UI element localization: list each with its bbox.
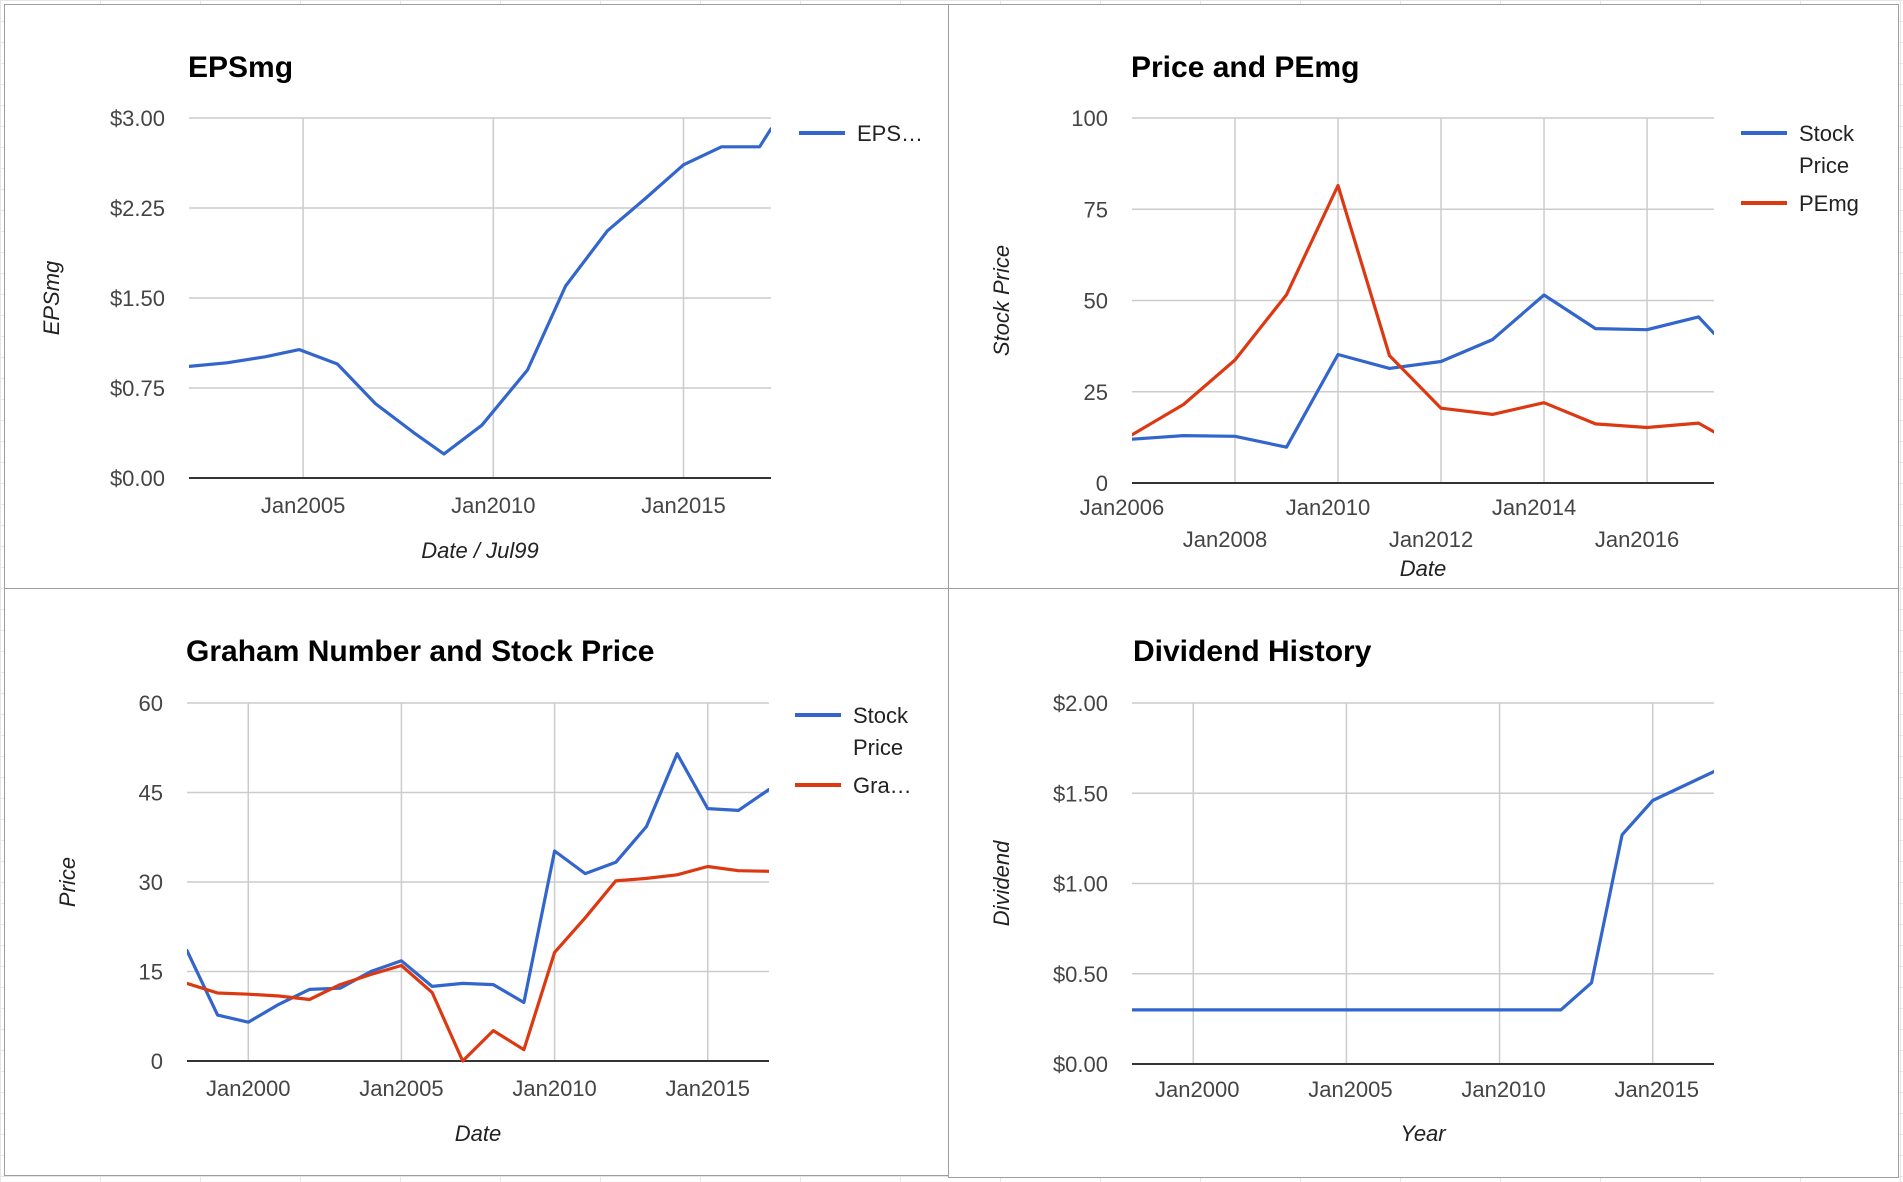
chart-title: Dividend History [1133, 635, 1372, 668]
x-tick-label: Jan2010 [512, 1076, 596, 1101]
x-tick-label: Jan2015 [641, 493, 725, 518]
y-axis-title: Dividend [989, 840, 1014, 926]
y-tick-label: 15 [139, 960, 163, 985]
x-axis-title: Date / Jul99 [421, 538, 538, 563]
series-line-gra [187, 864, 769, 1063]
series-line-stock-price [187, 752, 769, 1024]
x-tick-label: Jan2000 [206, 1076, 290, 1101]
y-tick-label: $0.00 [110, 466, 165, 491]
y-tick-label: $1.50 [1053, 781, 1108, 806]
x-tick-label: Jan2000 [1155, 1077, 1239, 1102]
x-tick-label: Jan2014 [1492, 495, 1576, 520]
x-axis-title: Date [1400, 556, 1446, 581]
y-tick-label: 30 [139, 870, 163, 895]
x-tick-label: Jan2010 [1461, 1077, 1545, 1102]
y-tick-label: 75 [1084, 197, 1108, 222]
legend-label: PEmg [1799, 191, 1859, 216]
y-tick-label: 50 [1084, 289, 1108, 314]
x-tick-label: Jan2005 [261, 493, 345, 518]
series-line-pemg [1132, 183, 1714, 437]
legend-label: Price [853, 735, 903, 760]
legend-label: Price [1799, 153, 1849, 178]
x-tick-label: Jan2012 [1389, 527, 1473, 552]
eps-chart: EPSmg $0.00 $0.75 $1.50 $2.25 $3.00 Jan2005 Jan… [39, 51, 923, 563]
y-tick-label: 45 [139, 781, 163, 806]
series-line-dividend [1132, 770, 1714, 1012]
y-tick-label: $2.00 [1053, 691, 1108, 716]
x-tick-label: Jan2005 [359, 1076, 443, 1101]
x-tick-label: Jan2010 [451, 493, 535, 518]
chart-title: Graham Number and Stock Price [186, 635, 655, 668]
x-tick-label: Jan2015 [1615, 1077, 1699, 1102]
y-tick-label: $2.25 [110, 196, 165, 221]
y-tick-label: 60 [139, 691, 163, 716]
y-tick-label: $0.00 [1053, 1052, 1108, 1077]
y-tick-label: 100 [1071, 106, 1108, 131]
y-axis-title: Stock Price [989, 245, 1014, 356]
legend-label: EPS… [857, 121, 923, 146]
y-tick-label: 0 [1096, 471, 1108, 496]
y-axis-title: EPSmg [39, 260, 64, 335]
x-tick-label: Jan2016 [1595, 527, 1679, 552]
y-tick-label: $0.50 [1053, 962, 1108, 987]
price-pe-chart: Price and PEmg 0 25 50 75 100 Jan2006 Jan2008 Ja… [989, 51, 1859, 581]
y-tick-label: $1.50 [110, 286, 165, 311]
chart-title: EPSmg [188, 51, 293, 84]
x-axis-title: Year [1400, 1121, 1447, 1146]
chart-panel-price-pe[interactable]: Price and PEmg 0 25 50 75 100 Jan2006 Jan2008 Ja… [948, 4, 1899, 591]
x-tick-label: Jan2010 [1286, 495, 1370, 520]
legend-label: Stock [853, 703, 909, 728]
legend-label: Gra… [853, 773, 912, 798]
chart-panel-dividend[interactable]: Dividend History $0.00 $0.50 $1.00 $1.50 $2.0… [948, 588, 1899, 1178]
dividend-chart: Dividend History $0.00 $0.50 $1.00 $1.50 $2.0… [989, 635, 1714, 1146]
x-tick-label: Jan2005 [1308, 1077, 1392, 1102]
y-tick-label: 0 [151, 1049, 163, 1074]
chart-title: Price and PEmg [1131, 51, 1359, 84]
x-axis-title: Date [455, 1121, 501, 1146]
series-line-eps [189, 127, 771, 456]
y-tick-label: $0.75 [110, 376, 165, 401]
y-tick-label: $1.00 [1053, 872, 1108, 897]
y-axis-title: Price [55, 857, 80, 907]
y-tick-label: $3.00 [110, 106, 165, 131]
y-tick-label: 25 [1084, 380, 1108, 405]
series-line-stock-price [1132, 293, 1714, 449]
chart-panel-graham[interactable]: Graham Number and Stock Price 0 15 30 45 60 Ja… [4, 588, 952, 1176]
legend-label: Stock [1799, 121, 1855, 146]
x-tick-label: Jan2015 [666, 1076, 750, 1101]
graham-chart: Graham Number and Stock Price 0 15 30 45 60 Ja… [55, 635, 912, 1146]
chart-panel-eps[interactable]: EPSmg $0.00 $0.75 $1.50 $2.25 $3.00 Jan2005 Jan… [4, 4, 952, 591]
x-tick-label: Jan2008 [1183, 527, 1267, 552]
x-tick-label: Jan2006 [1080, 495, 1164, 520]
